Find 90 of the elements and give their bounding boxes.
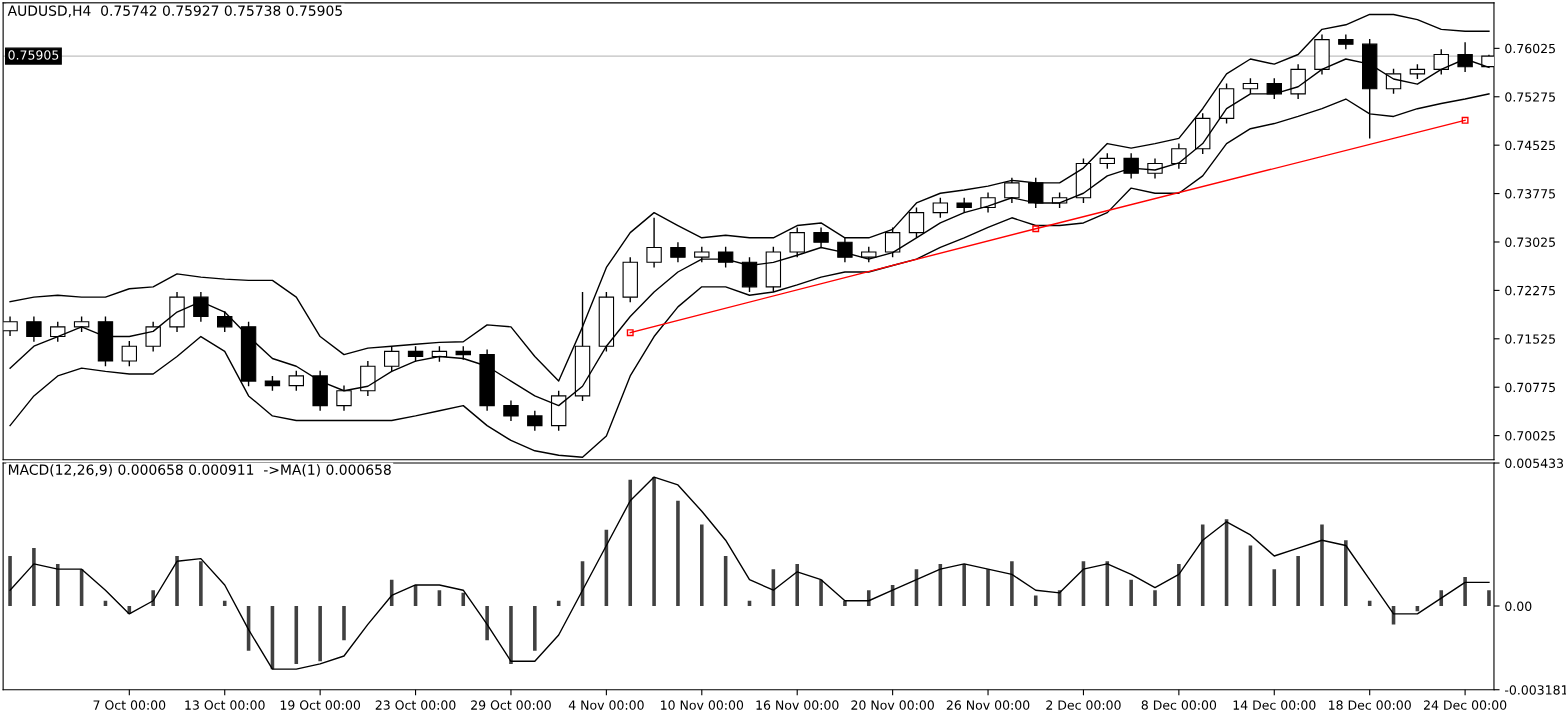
bar	[199, 561, 203, 607]
bar	[55, 563, 60, 607]
bar	[318, 606, 322, 662]
bar	[1010, 561, 1014, 607]
y-tick-label: 0.00	[1505, 601, 1532, 611]
x-tick-label: 24 Dec 00:00	[1423, 700, 1507, 710]
candlestick	[789, 226, 805, 258]
candlestick	[383, 345, 400, 373]
candlestick	[121, 340, 138, 367]
candlestick	[527, 410, 543, 432]
bar	[533, 606, 537, 651]
bar	[962, 563, 966, 607]
point	[1032, 225, 1040, 233]
y-tick-label: 0.74525	[1505, 140, 1555, 151]
bar	[1463, 577, 1467, 607]
bar	[866, 590, 871, 607]
bar	[819, 579, 823, 607]
bar	[32, 548, 36, 607]
bar	[1296, 556, 1300, 607]
x-tick-label: 10 Nov 00:00	[661, 700, 744, 710]
x-tick-label: 7 Oct 00:00	[93, 700, 166, 710]
bar	[1487, 590, 1491, 607]
x-tick-label: 18 Dec 00:00	[1329, 700, 1411, 710]
candlestick	[884, 226, 901, 258]
y-tick-label: 0.76025	[1505, 43, 1555, 54]
point	[1461, 116, 1469, 124]
bar	[1272, 569, 1277, 607]
y-tick-label: 0.72275	[1505, 285, 1555, 296]
candlestick	[50, 321, 66, 343]
candlestick	[193, 291, 209, 323]
x-tick-label: 2 Dec 00:00	[1046, 700, 1121, 710]
y-tick-label: 0.73775	[1505, 189, 1555, 199]
bar	[1033, 595, 1038, 607]
x-tick-label: 16 Nov 00:00	[756, 700, 839, 710]
x-tick-label: 13 Oct 00:00	[185, 700, 265, 710]
candlestick	[908, 206, 925, 239]
candlestick	[503, 399, 519, 422]
bar	[676, 500, 680, 607]
bar	[628, 479, 633, 607]
candlestick	[813, 226, 829, 249]
bar	[8, 556, 12, 607]
x-tick-label: 23 Oct 00:00	[375, 700, 456, 710]
point	[626, 329, 634, 337]
x-tick-label: 19 Oct 00:00	[280, 700, 361, 710]
bar	[1320, 524, 1324, 607]
candlestick	[217, 310, 233, 333]
y-tick-label: 0.71525	[1505, 334, 1555, 344]
candlestick	[1123, 152, 1139, 180]
chart-title: AUDUSD,H4 0.75742 0.75927 0.75738 0.75905	[7, 5, 342, 18]
y-tick-label: 0.70775	[1505, 382, 1555, 393]
bar	[175, 556, 179, 607]
bar	[509, 606, 513, 664]
y-tick-label: 0.70025	[1505, 431, 1555, 441]
bar	[222, 600, 227, 607]
x-tick-label: 14 Dec 00:00	[1233, 700, 1316, 710]
bar	[1153, 590, 1157, 607]
x-tick-label: 29 Oct 00:00	[471, 700, 551, 710]
bar	[986, 569, 990, 607]
candlestick	[837, 236, 853, 264]
bar	[1200, 524, 1205, 607]
bar	[700, 524, 704, 607]
y-tick-label: 0.73025	[1505, 237, 1555, 247]
ref-line-label: 0.75905	[8, 50, 59, 60]
candlestick	[1171, 142, 1187, 170]
x-tick-label: 4 Nov 00:00	[568, 700, 644, 710]
bar	[843, 600, 847, 607]
y-tick-label: 0.005433	[1505, 458, 1564, 468]
bar	[1129, 579, 1133, 607]
candlestick	[1266, 77, 1282, 100]
candlestick	[932, 197, 949, 219]
candlestick	[288, 370, 305, 392]
candlestick	[670, 241, 686, 264]
x-tick-label: 26 Nov 00:00	[946, 700, 1030, 710]
bar	[342, 606, 346, 641]
bar	[795, 563, 799, 607]
line-series	[9, 476, 1490, 670]
candlestick	[26, 315, 42, 343]
bar	[652, 477, 656, 607]
x-tick-label: 8 Dec 00:00	[1141, 700, 1217, 710]
x-tick-label: 20 Nov 00:00	[851, 700, 934, 710]
y-tick-label: 0.75275	[1505, 92, 1555, 102]
bar	[1344, 540, 1348, 607]
candlestick	[1004, 177, 1020, 204]
candlestick	[145, 321, 161, 353]
candlestick	[1028, 177, 1044, 209]
candlestick	[646, 217, 662, 269]
chart-title: MACD(12,26,9) 0.000658 0.000911 ->MA(1) 0.000658	[8, 464, 391, 477]
bar	[461, 592, 466, 607]
bar	[1177, 563, 1181, 607]
bar	[485, 606, 489, 641]
